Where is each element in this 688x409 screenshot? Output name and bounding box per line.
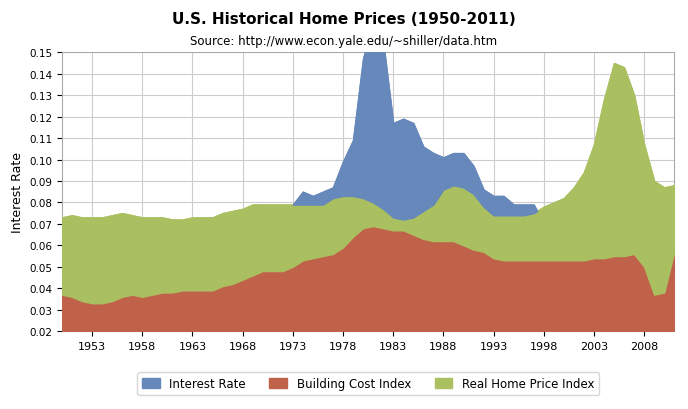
Y-axis label: Interest Rate: Interest Rate (10, 152, 23, 233)
Legend: Interest Rate, Building Cost Index, Real Home Price Index: Interest Rate, Building Cost Index, Real… (138, 373, 599, 395)
Text: Source: http://www.econ.yale.edu/~shiller/data.htm: Source: http://www.econ.yale.edu/~shille… (191, 35, 497, 48)
Text: U.S. Historical Home Prices (1950-2011): U.S. Historical Home Prices (1950-2011) (172, 12, 516, 27)
